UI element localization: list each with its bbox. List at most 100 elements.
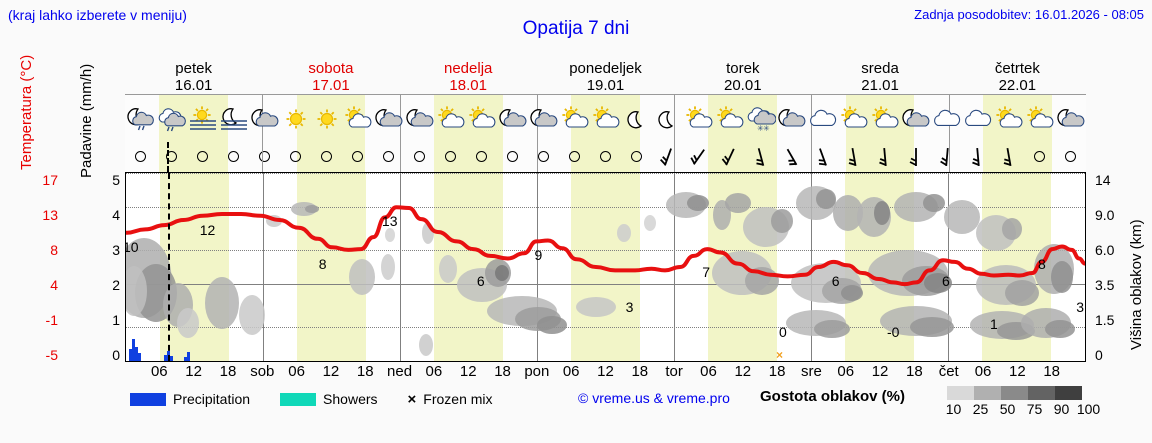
wind-barb-calm-icon	[1060, 146, 1082, 168]
day-name: torek	[726, 60, 760, 77]
moon-cloud-icon	[250, 104, 280, 134]
time-tick-label: 18	[906, 363, 923, 380]
density-scale-labels: 10 25 50 75 90 100	[940, 401, 1102, 417]
day-name: sreda	[861, 60, 899, 77]
day-name: sobota	[308, 60, 354, 77]
wind-barb-calm-icon	[285, 146, 307, 168]
density-swatch	[947, 386, 974, 400]
day-separator	[536, 142, 538, 172]
day-separator	[262, 142, 264, 172]
temperature-label: 1	[989, 315, 998, 332]
cloud-blob	[841, 285, 863, 301]
time-tick-label: čet	[938, 363, 959, 380]
grid-line-horizontal	[126, 284, 1085, 286]
precip-tick: 4	[112, 207, 120, 223]
wind-barb-calm-icon	[161, 146, 183, 168]
time-tick-label: 12	[1009, 363, 1026, 380]
cloudheight-tick: 9.0	[1095, 207, 1115, 223]
wind-barb-calm-icon	[471, 146, 493, 168]
day-column: ponedeljek 19.01	[537, 60, 674, 362]
day-date: 16.01	[174, 77, 213, 94]
day-label: sreda 21.01	[811, 60, 948, 94]
grid-line-vertical	[400, 173, 401, 361]
temp-tick: 4	[50, 277, 58, 293]
moon-icon	[622, 104, 652, 134]
moon-cloud-icon	[405, 104, 435, 134]
grid-line-horizontal	[126, 249, 1085, 251]
day-column: sreda 21.01	[811, 60, 948, 362]
temperature-curve	[126, 205, 1085, 287]
grid-line-vertical	[537, 173, 538, 361]
wind-barb-calm-icon	[564, 146, 586, 168]
temperature-label: 12	[199, 221, 216, 238]
cloud-blob	[439, 255, 457, 283]
grid-line-vertical	[948, 173, 949, 361]
day-name: petek	[175, 60, 212, 77]
time-tick-label: 06	[700, 363, 717, 380]
current-time-line	[168, 173, 170, 361]
day-separator	[811, 142, 813, 172]
temperature-label: 0	[779, 324, 787, 341]
cloud-blob	[944, 200, 980, 234]
cloud-icon	[932, 104, 962, 134]
cloud-blob	[1051, 261, 1073, 293]
moon-icon	[653, 104, 683, 134]
precip-tick: 3	[112, 242, 120, 258]
cloud-blob	[687, 195, 709, 211]
wind-barb-calm-icon	[316, 146, 338, 168]
axis-cloud-height: 14 9.0 6.0 3.5 1.5 0	[1095, 165, 1135, 365]
weather-icon-row: ✳ ✳	[125, 94, 1086, 144]
wind-barb-calm-icon	[347, 146, 369, 168]
precipitation-bar	[187, 352, 190, 361]
precip-tick: 1	[112, 312, 120, 328]
temperature-label: 7	[702, 264, 711, 281]
day-date: 17.01	[312, 77, 350, 94]
day-column: četrtek 22.01	[949, 60, 1086, 362]
temperature-label: 10	[126, 238, 139, 255]
current-time-line	[167, 142, 169, 172]
moon-cloud-icon	[1056, 104, 1086, 134]
day-label: petek 16.01	[125, 60, 262, 94]
time-tick-label: 06	[288, 363, 305, 380]
cloud-blob	[1005, 280, 1039, 306]
time-axis: 06 12 18 sob 06 12 18 ned 06 12 18 pon 06 12 18 tor 06 12…	[125, 363, 1086, 383]
day-column: sobota 17.01	[262, 60, 399, 362]
daylight-stripe	[708, 142, 778, 172]
precipitation-bar	[129, 349, 132, 361]
wind-barb-calm-icon	[1029, 146, 1051, 168]
day-column: petek 16.01	[125, 60, 262, 362]
temperature-label: 6	[476, 273, 485, 289]
cloud-blob	[923, 194, 945, 212]
cloud-blob	[205, 277, 239, 329]
density-tick-label: 75	[1026, 401, 1043, 417]
sun-cloud-icon	[436, 104, 466, 134]
day-date: 20.01	[724, 77, 762, 94]
legend-label-frozen-mix: Frozen mix	[423, 391, 493, 407]
temperature-label: 3	[1076, 298, 1085, 315]
temp-tick: 13	[42, 207, 58, 223]
day-name: nedelja	[444, 60, 493, 77]
temperature-label: 9	[534, 247, 543, 264]
density-legend-title: Gostota oblakov (%)	[760, 388, 906, 405]
wind-barb-calm-icon	[409, 146, 431, 168]
temperature-label: 8	[1037, 255, 1046, 272]
wind-barb-calm-icon	[130, 146, 152, 168]
wind-barb-calm-icon	[440, 146, 462, 168]
cloud-blob	[239, 295, 265, 335]
cloud-blob	[874, 201, 890, 225]
grid-line-vertical	[263, 173, 264, 361]
day-label: sobota 17.01	[262, 60, 399, 94]
precipitation-bar	[184, 357, 187, 361]
wind-barb-icon	[967, 146, 989, 168]
temperature-label: 6	[831, 273, 840, 289]
moon-cloud-rain-icon	[126, 104, 156, 134]
sun-cloud-icon	[467, 104, 497, 134]
wind-barb-calm-icon	[502, 146, 524, 168]
time-tick-label: 12	[185, 363, 202, 380]
day-label: torek 20.01	[674, 60, 811, 94]
time-tick-label: 12	[734, 363, 752, 380]
temp-tick: -1	[45, 312, 58, 328]
time-tick-label: 18	[356, 363, 374, 380]
time-tick-label: 18	[494, 363, 511, 380]
cloud-blob	[833, 195, 863, 231]
